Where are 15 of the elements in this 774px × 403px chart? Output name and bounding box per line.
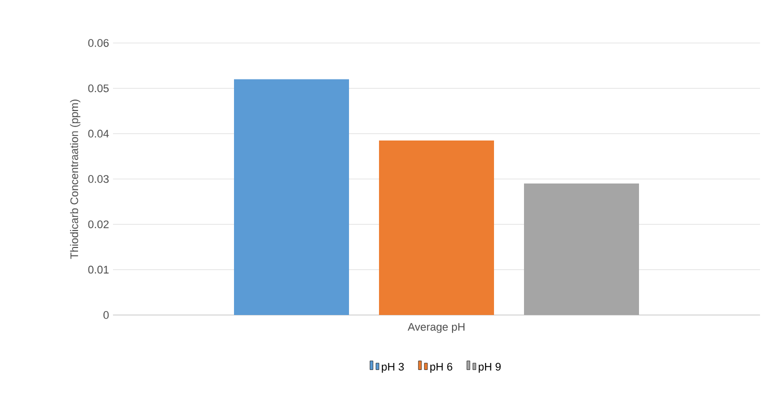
y-tick-label: 0 — [103, 311, 109, 319]
bar — [524, 184, 640, 315]
y-tick-label: 0.01 — [88, 266, 109, 274]
y-axis-title: Thiodicarb Concentraation (ppm) — [70, 100, 80, 259]
legend-label: pH 9 — [478, 362, 501, 373]
x-tick-label: Average pH — [408, 323, 464, 333]
legend-label: pH 3 — [382, 362, 404, 373]
y-tick-label: 0.02 — [88, 220, 109, 228]
y-tick-label: 0.04 — [88, 130, 109, 138]
y-tick-label: 0.03 — [88, 175, 109, 183]
y-tick-label: 0.06 — [88, 39, 109, 47]
bar — [379, 140, 494, 315]
legend-label: pH 6 — [430, 362, 452, 373]
y-tick-label: 0.05 — [88, 84, 109, 92]
bar — [234, 79, 350, 315]
